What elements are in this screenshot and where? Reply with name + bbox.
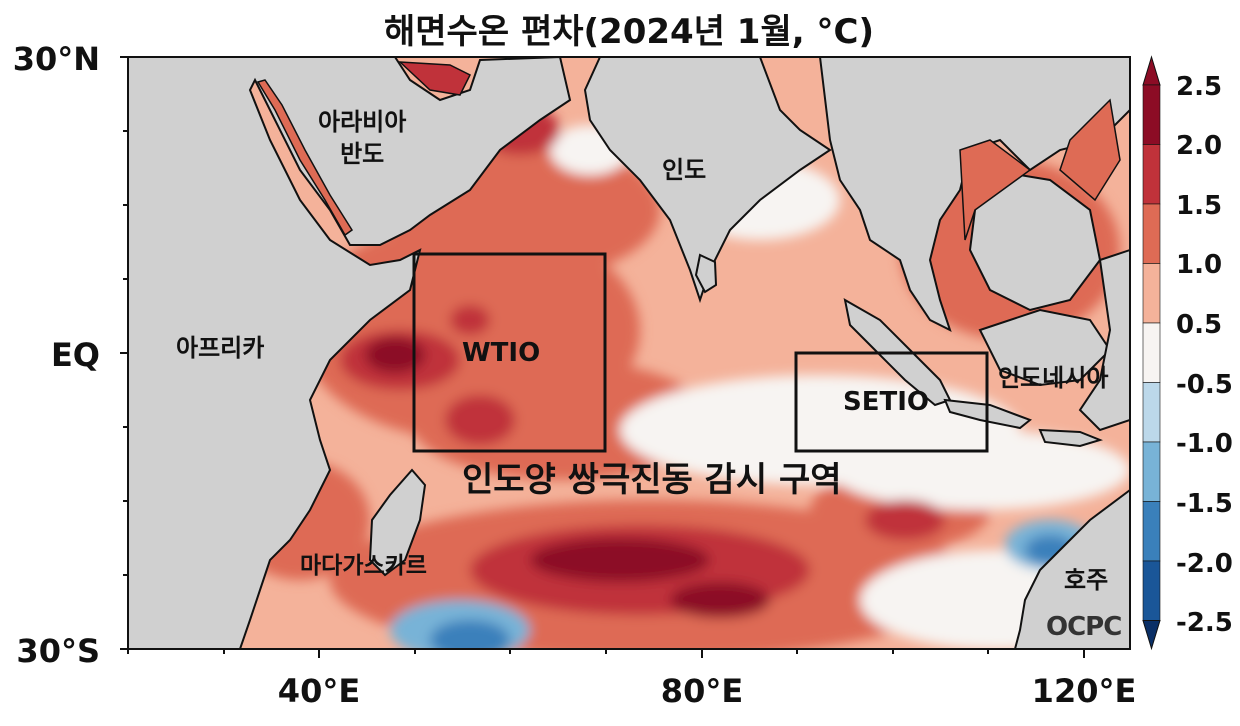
- colorbar-segment: [1142, 263, 1161, 324]
- colorbar: [1142, 55, 1161, 651]
- label-setio: SETIO: [843, 387, 929, 417]
- colorbar-label: 1.5: [1176, 191, 1223, 221]
- page-title: 해면수온 편차(2024년 1월, °C): [384, 12, 874, 52]
- colorbar-extend-top: [1142, 55, 1161, 86]
- colorbar-segment: [1142, 501, 1161, 562]
- map-field: [128, 57, 1130, 649]
- label-africa: 아프리카: [176, 334, 265, 362]
- lon-label-40e: 40°E: [277, 672, 361, 710]
- colorbar-label: 2.5: [1176, 72, 1223, 102]
- ocpc-logo: OCPC: [1046, 612, 1122, 642]
- label-indonesia: 인도네시아: [998, 364, 1109, 392]
- colorbar-segment: [1142, 203, 1161, 264]
- colorbar-label: 1.0: [1176, 250, 1223, 280]
- colorbar-label: -2.0: [1176, 549, 1233, 579]
- colorbar-segment: [1142, 560, 1161, 621]
- colorbar-segment: [1142, 144, 1161, 205]
- label-australia: 호주: [1064, 566, 1109, 594]
- lat-label-eq: EQ: [50, 336, 100, 374]
- label-arabia-line2: 반도: [340, 140, 385, 168]
- colorbar-label: 2.0: [1176, 131, 1223, 161]
- colorbar-extend-bottom: [1142, 620, 1161, 651]
- lat-label-30n: 30°N: [12, 40, 100, 78]
- label-india: 인도: [662, 156, 707, 184]
- colorbar-label: -0.5: [1176, 370, 1233, 400]
- land: [128, 57, 1130, 649]
- label-wtio: WTIO: [462, 338, 541, 368]
- colorbar-label: -1.0: [1176, 429, 1233, 459]
- label-arabia-line1: 아라비아: [318, 108, 407, 136]
- lon-label-80e: 80°E: [660, 672, 744, 710]
- axis-ticks: [120, 56, 1085, 658]
- colorbar-segment: [1142, 382, 1161, 443]
- colorbar-label: -2.5: [1176, 608, 1233, 638]
- label-arabia: 아라비아 반도: [318, 106, 406, 170]
- wtio-box: [412, 252, 607, 453]
- colorbar-label: 0.5: [1176, 310, 1223, 340]
- lat-label-30s: 30°S: [16, 632, 100, 670]
- setio-box: [794, 351, 989, 453]
- colorbar-segment: [1142, 322, 1161, 383]
- iod-caption: 인도양 쌍극진동 감시 구역: [462, 460, 842, 500]
- colorbar-segment: [1142, 441, 1161, 502]
- label-madagascar: 마다가스카르: [300, 553, 427, 579]
- lon-label-120e: 120°E: [1031, 672, 1137, 710]
- colorbar-label: -1.5: [1176, 489, 1233, 519]
- colorbar-segment: [1142, 84, 1161, 145]
